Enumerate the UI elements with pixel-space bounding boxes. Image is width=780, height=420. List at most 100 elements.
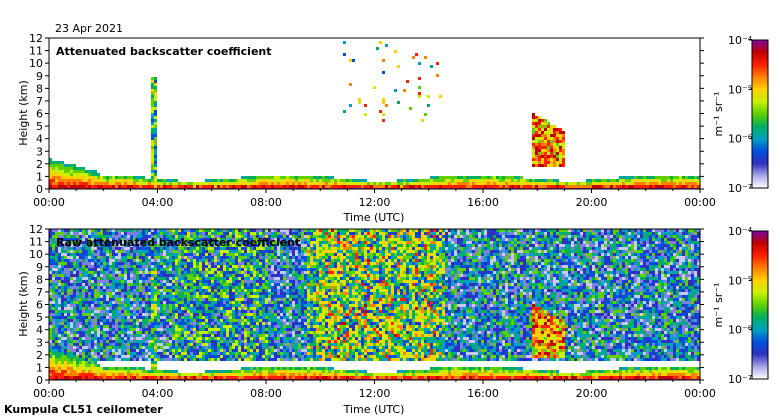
backscatter-cell — [232, 328, 235, 331]
backscatter-cell — [136, 185, 139, 188]
backscatter-cell — [94, 325, 97, 328]
backscatter-cell — [199, 346, 202, 349]
backscatter-cell — [244, 280, 247, 283]
backscatter-cell — [451, 176, 454, 179]
backscatter-cell — [412, 179, 415, 182]
backscatter-cell — [253, 301, 256, 304]
backscatter-cell — [250, 235, 253, 238]
backscatter-cell — [151, 301, 154, 304]
backscatter-cell — [100, 250, 103, 253]
backscatter-cell — [214, 262, 217, 265]
backscatter-cell — [115, 325, 118, 328]
backscatter-cell — [91, 286, 94, 289]
backscatter-cell — [103, 176, 106, 179]
backscatter-cell — [631, 176, 634, 179]
backscatter-cell — [76, 250, 79, 253]
backscatter-cell — [49, 304, 52, 307]
backscatter-cell — [556, 161, 559, 164]
backscatter-cell — [154, 265, 157, 268]
backscatter-cell — [268, 325, 271, 328]
backscatter-cell — [250, 322, 253, 325]
backscatter-cell — [127, 349, 130, 352]
backscatter-cell — [97, 349, 100, 352]
backscatter-cell — [112, 337, 115, 340]
backscatter-cell — [130, 316, 133, 319]
backscatter-cell — [157, 376, 160, 379]
backscatter-cell — [202, 241, 205, 244]
backscatter-cell — [232, 250, 235, 253]
backscatter-cell — [187, 328, 190, 331]
backscatter-cell — [172, 232, 175, 235]
backscatter-cell — [82, 271, 85, 274]
backscatter-cell — [214, 346, 217, 349]
backscatter-cell — [121, 185, 124, 188]
backscatter-cell — [124, 316, 127, 319]
backscatter-cell — [88, 185, 91, 188]
backscatter-cell — [157, 268, 160, 271]
backscatter-cell — [541, 119, 544, 122]
backscatter-cell — [151, 337, 154, 340]
backscatter-cell — [202, 319, 205, 322]
backscatter-cell — [121, 328, 124, 331]
backscatter-cell — [202, 295, 205, 298]
backscatter-cell — [214, 253, 217, 256]
backscatter-cell — [82, 185, 85, 188]
backscatter-cell — [151, 149, 154, 152]
backscatter-cell — [49, 331, 52, 334]
backscatter-cell — [67, 241, 70, 244]
backscatter-cell — [412, 185, 415, 188]
backscatter-cell — [163, 250, 166, 253]
backscatter-cell — [205, 247, 208, 250]
backscatter-cell — [361, 179, 364, 182]
backscatter-cell — [109, 232, 112, 235]
backscatter-cell — [226, 268, 229, 271]
backscatter-cell — [556, 149, 559, 152]
backscatter-cell — [166, 355, 169, 358]
panel-title: Attenuated backscatter coefficient — [56, 45, 272, 58]
backscatter-cell — [145, 182, 148, 185]
backscatter-cell — [247, 331, 250, 334]
backscatter-cell — [313, 179, 316, 182]
backscatter-cell — [76, 340, 79, 343]
backscatter-cell — [55, 295, 58, 298]
backscatter-cell — [259, 271, 262, 274]
backscatter-cell — [70, 292, 73, 295]
backscatter-cell — [55, 352, 58, 355]
backscatter-cell — [166, 256, 169, 259]
backscatter-cell — [418, 86, 421, 89]
backscatter-cell — [190, 358, 193, 361]
backscatter-cell — [73, 247, 76, 250]
backscatter-cell — [199, 310, 202, 313]
backscatter-cell — [115, 176, 118, 179]
backscatter-cell — [475, 179, 478, 182]
backscatter-cell — [124, 343, 127, 346]
backscatter-cell — [58, 346, 61, 349]
backscatter-cell — [211, 271, 214, 274]
backscatter-cell — [571, 185, 574, 188]
backscatter-cell — [229, 301, 232, 304]
backscatter-cell — [178, 295, 181, 298]
backscatter-cell — [139, 376, 142, 379]
backscatter-cell — [157, 352, 160, 355]
backscatter-cell — [628, 185, 631, 188]
backscatter-cell — [223, 283, 226, 286]
backscatter-cell — [94, 229, 97, 232]
backscatter-cell — [220, 376, 223, 379]
backscatter-cell — [217, 235, 220, 238]
backscatter-cell — [121, 238, 124, 241]
backscatter-cell — [85, 349, 88, 352]
backscatter-cell — [85, 337, 88, 340]
backscatter-cell — [223, 328, 226, 331]
backscatter-cell — [151, 289, 154, 292]
backscatter-cell — [145, 274, 148, 277]
backscatter-cell — [76, 370, 79, 373]
backscatter-cell — [91, 364, 94, 367]
backscatter-cell — [148, 322, 151, 325]
backscatter-cell — [79, 241, 82, 244]
backscatter-cell — [151, 80, 154, 83]
backscatter-cell — [256, 307, 259, 310]
backscatter-cell — [145, 346, 148, 349]
backscatter-cell — [166, 328, 169, 331]
backscatter-cell — [163, 232, 166, 235]
backscatter-cell — [115, 322, 118, 325]
